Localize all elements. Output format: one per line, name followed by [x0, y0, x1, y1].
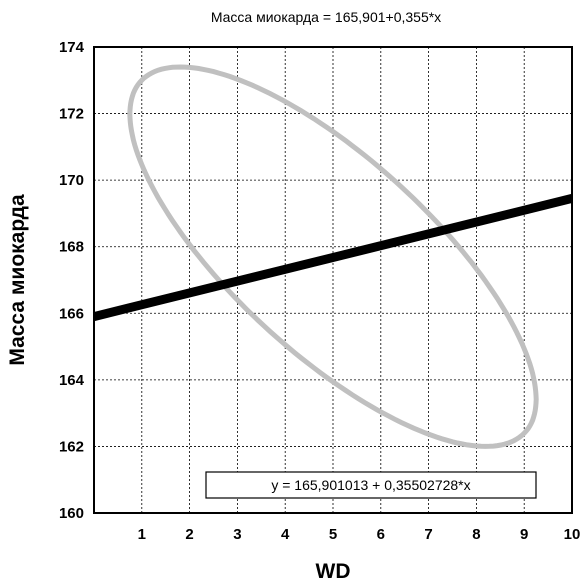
x-axis-label: WD — [316, 560, 351, 583]
x-tick-label: 9 — [520, 526, 528, 543]
x-tick-label: 8 — [472, 526, 480, 543]
x-tick-label: 1 — [138, 526, 146, 543]
x-tick-labels: 1 2 3 4 5 6 7 8 9 10 — [138, 526, 581, 543]
y-tick-labels: 160 162 164 166 168 170 172 174 — [59, 39, 85, 522]
y-tick-label: 164 — [59, 372, 85, 389]
chart-title: Масса миокарда = 165,901+0,355*x — [211, 9, 441, 25]
y-axis-label: Масса миокарда — [6, 194, 29, 366]
annotation-text: y = 165,901013 + 0,35502728*x — [271, 477, 470, 493]
y-tick-label: 170 — [59, 172, 84, 189]
x-tick-label: 6 — [377, 526, 385, 543]
annotation-box: y = 165,901013 + 0,35502728*x — [205, 471, 537, 499]
y-tick-label: 172 — [59, 106, 84, 123]
x-tick-label: 10 — [564, 526, 581, 543]
y-tick-label: 160 — [59, 505, 84, 522]
plot-frame — [93, 46, 573, 514]
y-tick-label: 168 — [59, 239, 84, 256]
x-tick-label: 2 — [185, 526, 193, 543]
x-tick-label: 5 — [329, 526, 337, 543]
x-tick-label: 7 — [424, 526, 432, 543]
x-tick-label: 4 — [281, 526, 290, 543]
y-tick-label: 166 — [59, 305, 84, 322]
x-tick-label: 3 — [233, 526, 241, 543]
ellipse-layer — [127, 64, 539, 449]
y-tick-label: 174 — [59, 39, 85, 56]
grid — [94, 47, 572, 513]
y-tick-label: 162 — [59, 438, 84, 455]
confidence-ellipse — [127, 64, 539, 449]
line-layer — [92, 194, 574, 321]
regression-line — [92, 194, 574, 321]
